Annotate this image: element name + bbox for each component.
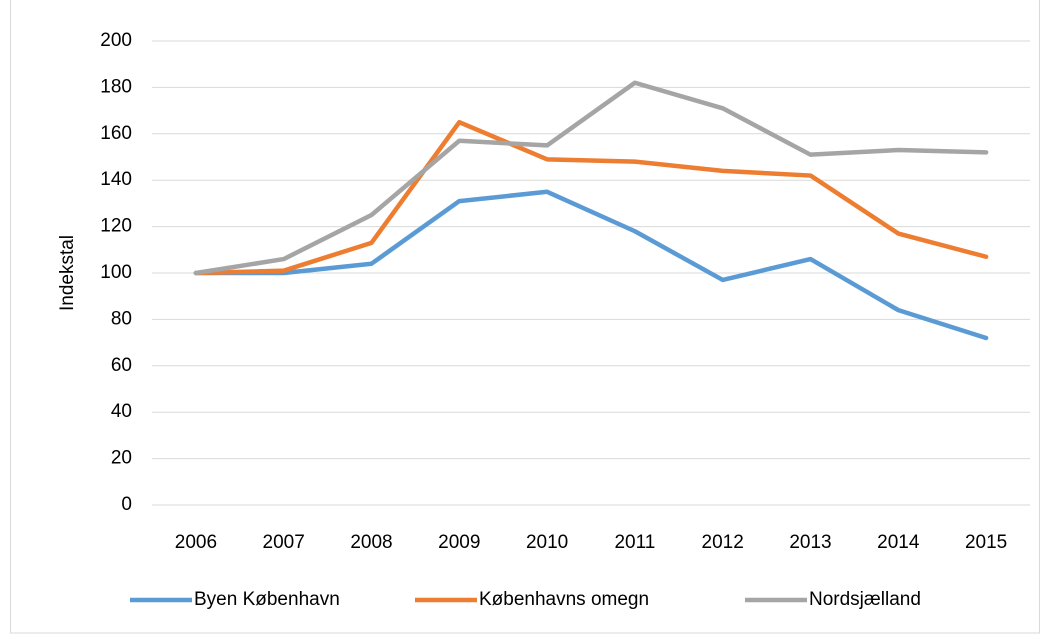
legend-label: Københavns omegn [479,589,649,610]
x-tick-label: 2008 [350,532,392,553]
x-tick-label: 2012 [702,532,744,553]
legend-label: Nordsjælland [809,589,921,610]
y-tick-label: 40 [111,401,132,422]
chart-frame [10,0,1040,634]
y-tick-label: 20 [111,448,132,469]
x-tick-label: 2011 [614,532,655,553]
x-tick-label: 2010 [526,532,568,553]
y-tick-label: 160 [100,123,132,144]
y-tick-label: 0 [121,494,132,515]
x-tick-label: 2007 [263,532,305,553]
y-tick-label: 200 [100,30,132,51]
y-tick-label: 140 [100,169,132,190]
data-line [193,80,989,276]
x-tick-label: 2013 [789,532,831,553]
x-tick-label: 2015 [965,532,1007,553]
x-tick-label: 2014 [877,532,920,553]
y-tick-label: 100 [100,262,132,283]
x-tick-label: 2009 [438,532,480,553]
y-tick-label: 180 [100,76,132,97]
x-tick-label: 2006 [175,532,217,553]
y-tick-label: 80 [111,308,132,329]
data-line [193,119,989,276]
legend-label: Byen København [194,589,340,610]
y-tick-label: 60 [111,355,132,376]
y-axis-label: Indekstal [57,235,78,311]
data-line [193,189,989,341]
y-tick-label: 120 [100,216,132,237]
